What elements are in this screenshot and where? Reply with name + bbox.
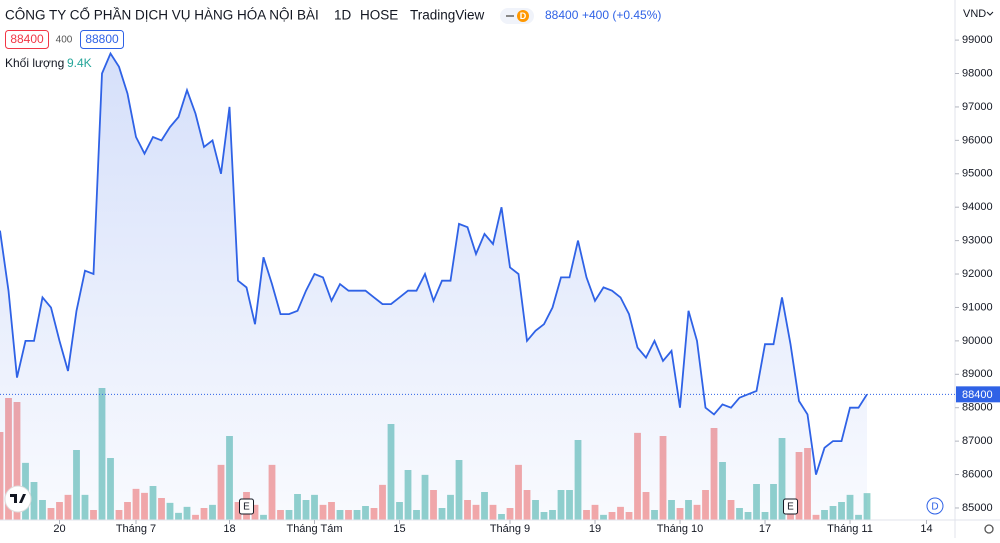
y-tick-label: 90000 <box>962 335 993 347</box>
y-tick-label: 97000 <box>962 101 993 113</box>
price-change: +400 (+0.45%) <box>582 8 661 22</box>
x-tick-label: Tháng 9 <box>490 523 530 535</box>
x-tick-label: 15 <box>393 523 405 535</box>
exchange: HOSE <box>360 8 398 23</box>
y-tick-label: 96000 <box>962 134 993 146</box>
y-tick-label: 86000 <box>962 468 993 480</box>
x-tick-label: Tháng 10 <box>657 523 703 535</box>
x-tick-label: 19 <box>589 523 601 535</box>
tv-logo[interactable] <box>4 485 32 513</box>
y-tick-label: 87000 <box>962 435 993 447</box>
corner-badge-text: D <box>931 502 938 513</box>
x-tick-label: Tháng 7 <box>116 523 156 535</box>
y-tick-label: 98000 <box>962 67 993 79</box>
bid-box[interactable] <box>5 30 49 49</box>
last-price-tag <box>956 386 1000 403</box>
ask: 88800 <box>85 32 119 46</box>
interval: 1D <box>334 8 352 23</box>
price-line <box>0 51 868 475</box>
symbol-title: CÔNG TY CỔ PHẦN DỊCH VỤ HÀNG HÓA NỘI BÀI <box>5 8 319 23</box>
y-tick-label: 94000 <box>962 201 993 213</box>
bid: 88400 <box>10 32 44 46</box>
volume-bar <box>863 493 871 520</box>
source: TradingView <box>410 8 485 23</box>
badge <box>517 10 529 22</box>
x-tick-label: 18 <box>223 523 235 535</box>
event-marker[interactable] <box>239 498 255 515</box>
settings-icon[interactable] <box>984 524 994 534</box>
y-tick-label: 93000 <box>962 235 993 247</box>
event-marker[interactable] <box>783 498 799 515</box>
currency-caret <box>986 11 994 16</box>
area-fill <box>0 53 868 520</box>
spread: 400 <box>56 35 73 46</box>
last-price: 88400 <box>545 8 579 22</box>
y-tick-label: 92000 <box>962 268 993 280</box>
volume-label: Khối lượng <box>5 56 64 70</box>
y-tick-label: 95000 <box>962 168 993 180</box>
corner-badge[interactable] <box>926 497 944 515</box>
y-tick-label: 88000 <box>962 402 993 414</box>
x-tick-label: 14 <box>920 523 932 535</box>
event-label: E <box>243 502 250 513</box>
x-tick-label: 17 <box>759 523 771 535</box>
tv-logo-mark <box>10 494 26 503</box>
badge-text: D <box>520 11 527 21</box>
x-tick-label: Tháng 11 <box>827 523 873 535</box>
y-tick-label: 85000 <box>962 502 993 514</box>
y-tick-label: 91000 <box>962 301 993 313</box>
ask-box[interactable] <box>80 30 124 49</box>
currency[interactable]: VND <box>963 8 986 20</box>
y-tick-label: 89000 <box>962 368 993 380</box>
x-tick-label: Tháng Tám <box>286 523 342 535</box>
y-tick-label: 99000 <box>962 34 993 46</box>
x-tick-label: 20 <box>53 523 65 535</box>
volume-value: 9.4K <box>67 56 92 70</box>
event-label: E <box>787 502 794 513</box>
last-price-label: 88400 <box>962 389 993 401</box>
